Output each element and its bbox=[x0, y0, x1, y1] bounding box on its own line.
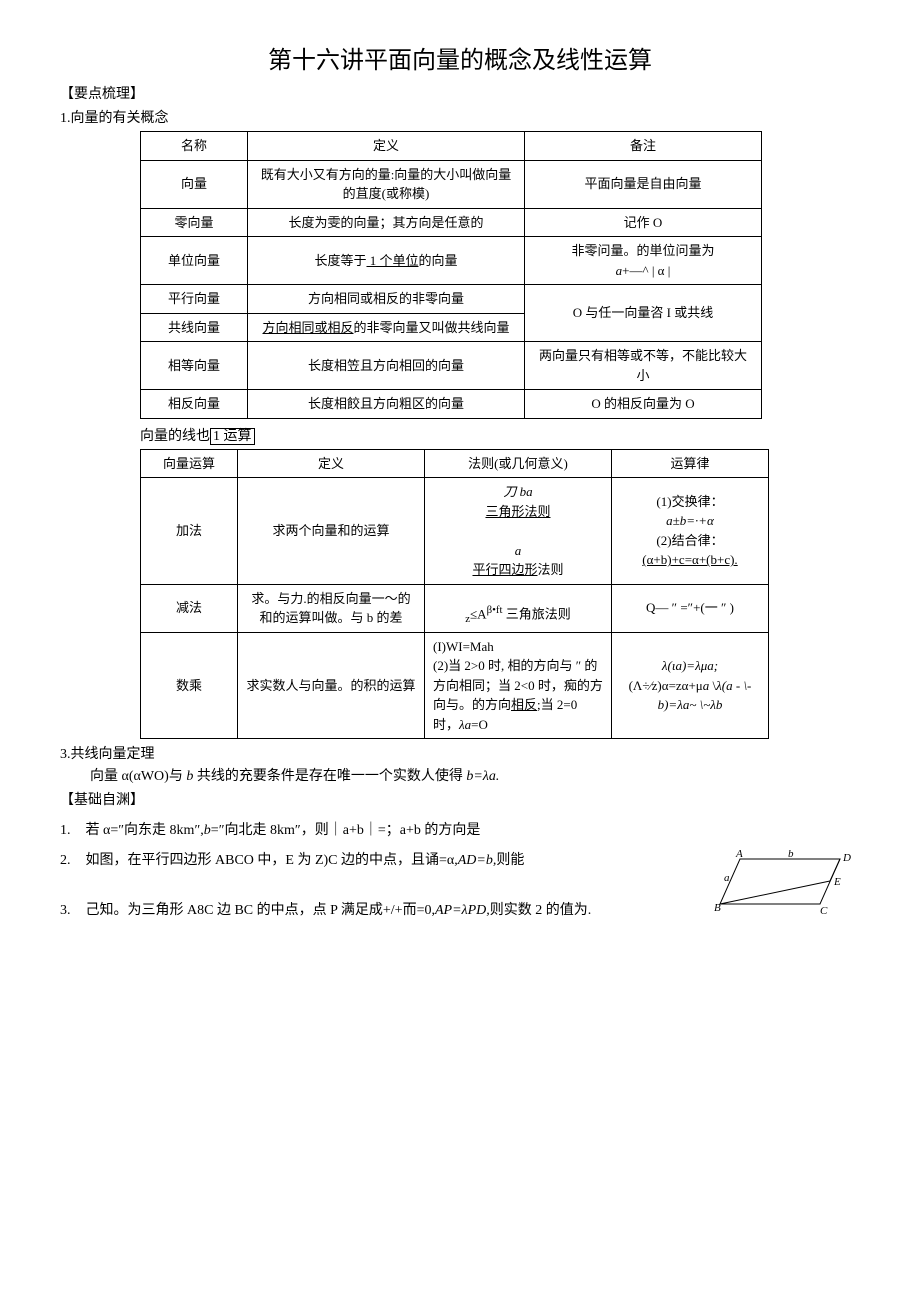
q2-text: 如图，在平行四边形 ABCO 中，E 为 Z)C 边的中点，且诵=α,AD=b,… bbox=[86, 853, 525, 868]
table-row: 数乘 求实数人与向量。的积的运算 (I)WI=Mah(2)当 2>0 时, 相的… bbox=[141, 632, 769, 739]
table-row: 平行向量 方向相同或相反的非零向量 O 与任一向量咨 I 或共线 bbox=[141, 285, 762, 314]
table-row: 向量 既有大小又有方向的量:向量的大小叫做向量的苴度(或称模) 平面向量是自由向… bbox=[141, 160, 762, 208]
table-header-row: 向量运算 定义 法则(或几何意义) 运算律 bbox=[141, 449, 769, 478]
header-remark: 备注 bbox=[525, 132, 762, 161]
sub-heading-3: 3.共线向量定理 bbox=[60, 743, 860, 763]
svg-text:E: E bbox=[833, 876, 841, 888]
table-row: 加法 求两个向量和的运算 刀 ba三角形法则a平行四边形法则 (1)交换律：a±… bbox=[141, 478, 769, 585]
table-row: 相反向量 长度相餃且方向粗区的向量 O 的相反向量为 O bbox=[141, 390, 762, 419]
page-title: 第十六讲平面向量的概念及线性运算 bbox=[60, 40, 860, 75]
theorem-text: 向量 α(αWO)与 b 共线的充要条件是存在唯一一个实数人使得 b=λa. bbox=[90, 765, 860, 785]
question-2: 2. 如图，在平行四边形 ABCO 中，E 为 Z)C 边的中点，且诵=α,AD… bbox=[60, 849, 860, 869]
q3-text: 己知。为三角形 A8C 边 BC 的中点，点 P 满足成+/+而=0,AP=λP… bbox=[86, 903, 592, 918]
header-definition: 定义 bbox=[248, 132, 525, 161]
q1-number: 1. bbox=[60, 823, 82, 839]
concept-table: 名称 定义 备注 向量 既有大小又有方向的量:向量的大小叫做向量的苴度(或称模)… bbox=[140, 131, 762, 419]
q3-number: 3. bbox=[60, 903, 82, 919]
question-3: 3. 己知。为三角形 A8C 边 BC 的中点，点 P 满足成+/+而=0,AP… bbox=[60, 899, 860, 919]
sub-heading-1: 1.向量的有关概念 bbox=[60, 107, 860, 127]
table-row: 相等向量 长度相笠且方向相回的向量 两向量只有相等或不等，不能比较大小 bbox=[141, 342, 762, 390]
section-basics: 【基础自渊】 bbox=[60, 789, 860, 809]
sub-heading-2: 向量的线也1 运算 bbox=[140, 425, 860, 445]
header-name: 名称 bbox=[141, 132, 248, 161]
svg-text:b: b bbox=[788, 849, 794, 860]
svg-text:D: D bbox=[842, 852, 851, 864]
svg-text:a: a bbox=[724, 872, 730, 884]
table-row: 减法 求。与力.的相反向量一～的和的运算叫做。与 b 的差 z≤Aβ•ft 三角… bbox=[141, 584, 769, 632]
table-row: 单位向量 长度等于 1 个单位的向量 非零问量。的単位问量为a+—^ | α | bbox=[141, 237, 762, 285]
question-1: 1. 若 α=″向东走 8km″,b=″向北走 8km″，则｜a+b｜=；a+b… bbox=[60, 819, 860, 839]
operation-table: 向量运算 定义 法则(或几何意义) 运算律 加法 求两个向量和的运算 刀 ba三… bbox=[140, 449, 769, 740]
q2-number: 2. bbox=[60, 853, 82, 869]
table-row: 零向量 长度为雯的向量；其方向是任意的 记作 O bbox=[141, 208, 762, 237]
table-header-row: 名称 定义 备注 bbox=[141, 132, 762, 161]
q1-text: 若 α=″向东走 8km″,b=″向北走 8km″，则｜a+b｜=；a+b 的方… bbox=[86, 823, 481, 838]
section-key-points: 【要点梳理】 bbox=[60, 83, 860, 103]
svg-text:A: A bbox=[735, 849, 743, 860]
